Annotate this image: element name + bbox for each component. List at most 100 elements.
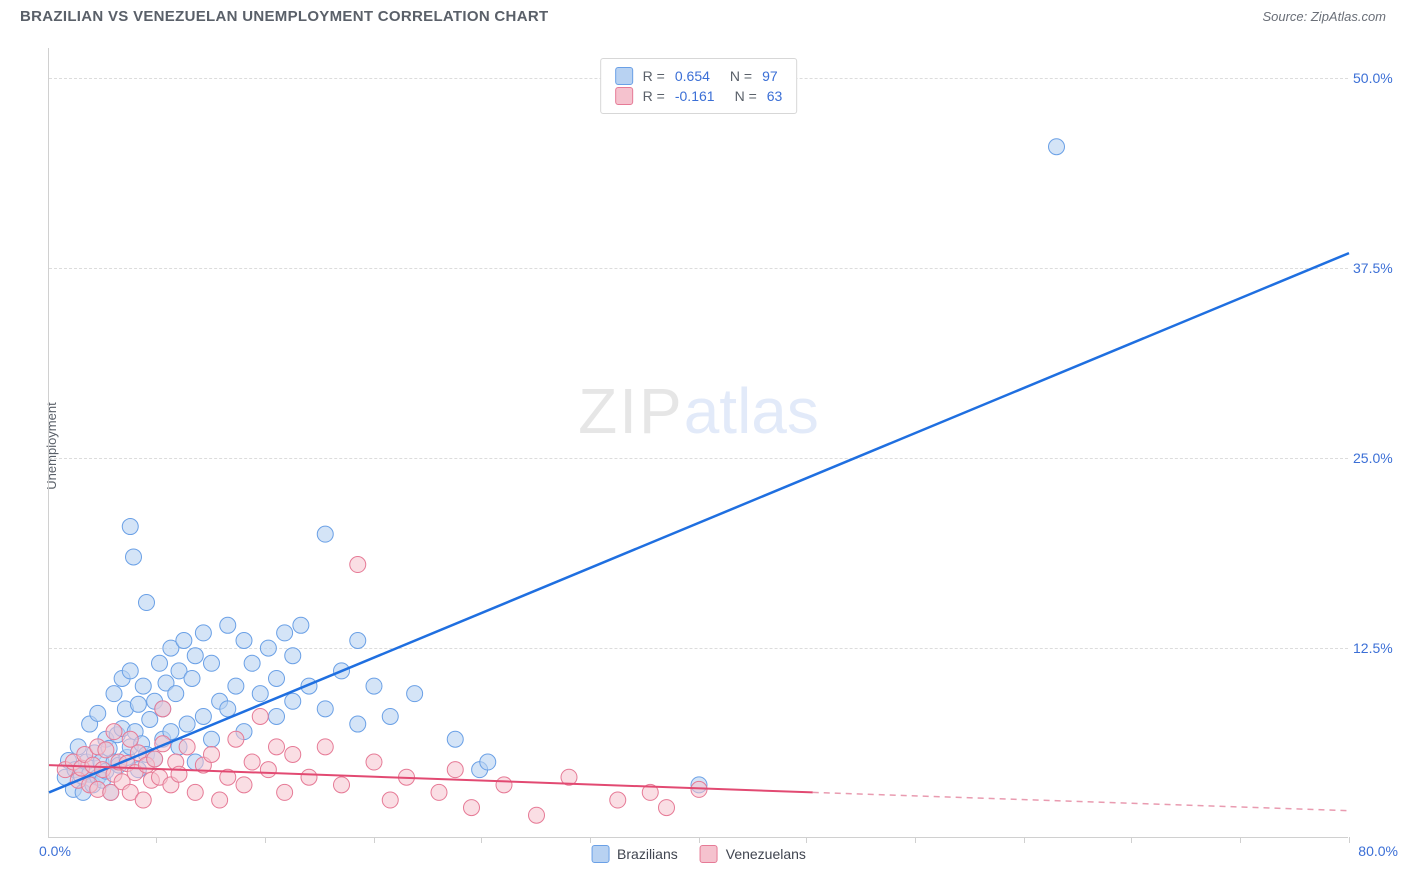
data-point [480, 754, 496, 770]
chart-header: BRAZILIAN VS VENEZUELAN UNEMPLOYMENT COR… [0, 0, 1406, 29]
data-point [212, 792, 228, 808]
correlation-legend: R = 0.654 N = 97 R = -0.161 N = 63 [600, 58, 798, 114]
data-point [228, 731, 244, 747]
data-point [293, 617, 309, 633]
data-point [204, 731, 220, 747]
data-point [496, 777, 512, 793]
legend-swatch-brazilians [591, 845, 609, 863]
data-point [135, 792, 151, 808]
data-point [220, 701, 236, 717]
y-tick-label: 25.0% [1353, 450, 1406, 466]
data-point [122, 519, 138, 535]
data-point [176, 633, 192, 649]
data-point [350, 633, 366, 649]
swatch-brazilians [615, 67, 633, 85]
data-point [285, 693, 301, 709]
data-point [168, 686, 184, 702]
data-point [610, 792, 626, 808]
data-point [126, 549, 142, 565]
data-point [269, 739, 285, 755]
data-point [195, 625, 211, 641]
data-point [195, 708, 211, 724]
legend-label-brazilians: Brazilians [617, 846, 678, 862]
chart-title: BRAZILIAN VS VENEZUELAN UNEMPLOYMENT COR… [20, 8, 548, 25]
data-point [139, 595, 155, 611]
data-point [382, 708, 398, 724]
data-point [334, 777, 350, 793]
legend-row-brazilians: R = 0.654 N = 97 [615, 67, 783, 85]
legend-row-venezuelans: R = -0.161 N = 63 [615, 87, 783, 105]
data-point [260, 640, 276, 656]
y-tick-label: 37.5% [1353, 260, 1406, 276]
data-point [252, 708, 268, 724]
data-point [106, 724, 122, 740]
swatch-venezuelans [615, 87, 633, 105]
data-point [155, 701, 171, 717]
y-tick-label: 12.5% [1353, 640, 1406, 656]
data-point [447, 762, 463, 778]
data-point [152, 655, 168, 671]
data-point [204, 746, 220, 762]
data-point [142, 712, 158, 728]
data-point [244, 754, 260, 770]
data-point [228, 678, 244, 694]
data-point [220, 617, 236, 633]
r-label: R = [643, 68, 665, 84]
legend-item-venezuelans: Venezuelans [700, 845, 806, 863]
data-point [269, 670, 285, 686]
chart-source: Source: ZipAtlas.com [1262, 9, 1386, 24]
n-value-venezuelans: 63 [767, 88, 783, 104]
data-point [90, 705, 106, 721]
data-point [317, 701, 333, 717]
data-point [244, 655, 260, 671]
data-point [130, 696, 146, 712]
r-label: R = [643, 88, 665, 104]
legend-label-venezuelans: Venezuelans [726, 846, 806, 862]
legend-item-brazilians: Brazilians [591, 845, 678, 863]
data-point [277, 784, 293, 800]
r-value-venezuelans: -0.161 [675, 88, 715, 104]
data-point [529, 807, 545, 823]
n-label: N = [735, 88, 757, 104]
data-point [236, 777, 252, 793]
data-point [277, 625, 293, 641]
data-point [179, 716, 195, 732]
n-label: N = [730, 68, 752, 84]
data-point [252, 686, 268, 702]
data-point [179, 739, 195, 755]
n-value-brazilians: 97 [762, 68, 778, 84]
x-tick-max: 80.0% [1358, 843, 1398, 859]
data-point [431, 784, 447, 800]
legend-swatch-venezuelans [700, 845, 718, 863]
data-point [122, 663, 138, 679]
data-point [260, 762, 276, 778]
data-point [382, 792, 398, 808]
data-point [350, 557, 366, 573]
y-tick-label: 50.0% [1353, 70, 1406, 86]
data-point [147, 751, 163, 767]
data-point [269, 708, 285, 724]
series-legend: Brazilians Venezuelans [591, 845, 806, 863]
data-point [317, 739, 333, 755]
scatter-svg [49, 48, 1348, 837]
data-point [301, 769, 317, 785]
data-point [236, 633, 252, 649]
chart-plot-area: ZIPatlas 12.5%25.0%37.5%50.0% R = 0.654 … [48, 48, 1348, 838]
data-point [187, 784, 203, 800]
data-point [464, 800, 480, 816]
data-point [350, 716, 366, 732]
data-point [1049, 139, 1065, 155]
data-point [447, 731, 463, 747]
data-point [106, 686, 122, 702]
data-point [285, 746, 301, 762]
data-point [187, 648, 203, 664]
data-point [285, 648, 301, 664]
data-point [184, 670, 200, 686]
r-value-brazilians: 0.654 [675, 68, 710, 84]
data-point [204, 655, 220, 671]
data-point [407, 686, 423, 702]
data-point [366, 754, 382, 770]
data-point [659, 800, 675, 816]
x-tick-origin: 0.0% [39, 843, 71, 859]
data-point [98, 742, 114, 758]
